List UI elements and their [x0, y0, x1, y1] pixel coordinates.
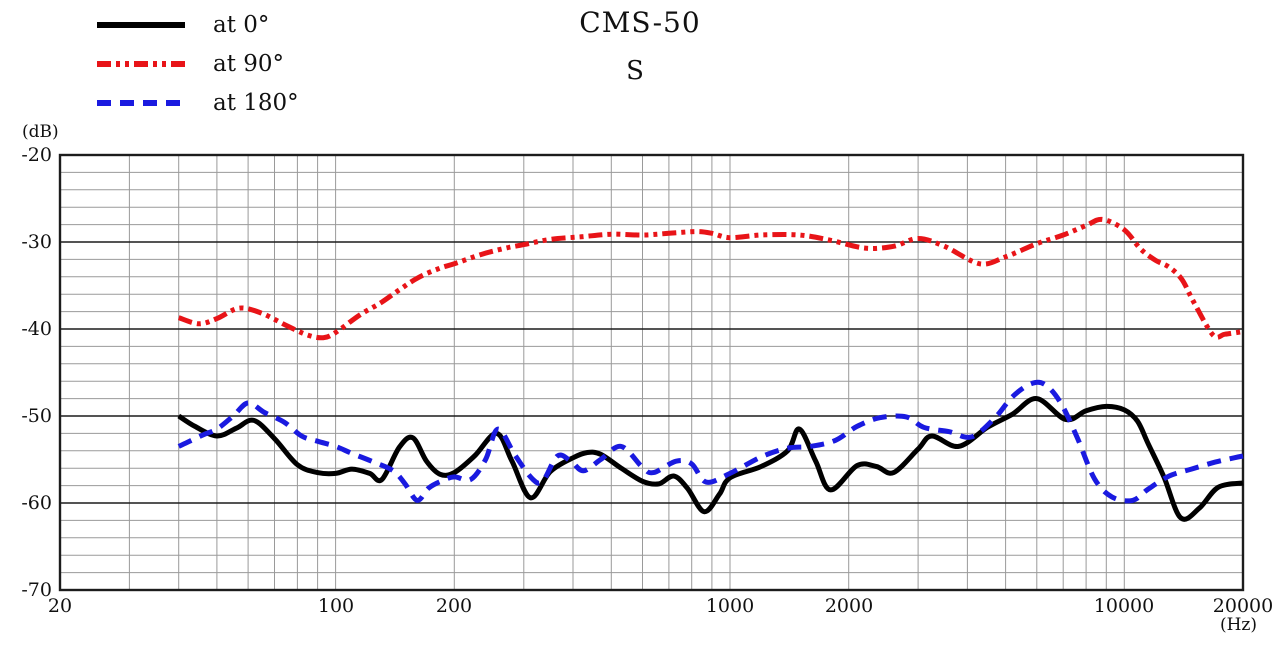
curve-at-0-: [177, 396, 1244, 522]
grid: [58, 153, 1245, 592]
legend-label: at 0°: [213, 11, 270, 38]
legend-label: at 90°: [213, 50, 285, 77]
x-tick-label: 20000: [1212, 595, 1274, 617]
curve-at-180-: [177, 379, 1244, 504]
y-tick-label: -50: [21, 405, 52, 427]
y-tick-label: -40: [21, 318, 52, 340]
x-axis-unit-label: (Hz): [1219, 615, 1257, 635]
x-tick-label: 10000: [1093, 595, 1155, 617]
legend-label: at 180°: [213, 89, 299, 116]
y-tick-label: -20: [21, 144, 52, 166]
legend-item-0: at 0°: [95, 5, 299, 44]
legend-line-icon: [97, 21, 185, 28]
x-tick-label: 200: [435, 595, 473, 617]
legend-line-icon: [97, 99, 185, 106]
legend: at 0° at 90° at 180°: [95, 5, 299, 122]
legend-item-1: at 90°: [95, 44, 299, 83]
chart-title: CMS-50: [579, 6, 701, 39]
x-tick-label: 20: [47, 595, 73, 617]
y-tick-label: -30: [21, 231, 52, 253]
curve-at-90-: [177, 216, 1244, 341]
chart-subtitle: S: [626, 56, 644, 86]
x-tick-label: 100: [317, 595, 355, 617]
x-tick-label: 1000: [705, 595, 755, 617]
y-tick-label: -70: [21, 579, 52, 601]
y-tick-label: -60: [21, 492, 52, 514]
y-axis-unit-label: (dB): [22, 122, 59, 142]
legend-line-icon: [97, 60, 185, 67]
x-tick-label: 2000: [824, 595, 874, 617]
legend-item-2: at 180°: [95, 83, 299, 122]
